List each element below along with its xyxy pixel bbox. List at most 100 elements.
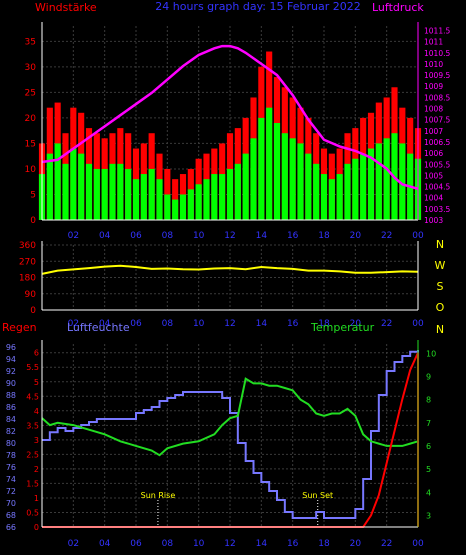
pressure-y-tick: 1008 bbox=[424, 105, 443, 114]
wind-mean-bar bbox=[101, 168, 108, 220]
sun-marker-label: Sun Set bbox=[302, 491, 333, 500]
wind-mean-bar bbox=[367, 148, 375, 220]
x-tick-label: 12 bbox=[224, 539, 235, 549]
wind-mean-bar bbox=[336, 174, 343, 220]
wind-mean-bar bbox=[211, 174, 218, 220]
x-tick-label: 16 bbox=[287, 539, 299, 549]
humidity-y-tick: 96 bbox=[6, 343, 16, 352]
wind-mean-bar bbox=[344, 163, 351, 220]
pressure-y-tick: 1010.5 bbox=[424, 49, 450, 58]
wind-mean-bar bbox=[117, 163, 124, 220]
x-tick-label: 18 bbox=[318, 539, 330, 549]
rain-y-tick: 5.5 bbox=[26, 363, 39, 372]
pressure-y-tick: 1009.5 bbox=[424, 71, 450, 80]
pressure-y-tick: 1010 bbox=[424, 60, 443, 69]
wind-mean-bar bbox=[273, 123, 281, 220]
sun-marker-label: Sun Rise bbox=[141, 491, 176, 500]
wind-pressure-chart: Windstärke 24 hours graph day: 15 Februa… bbox=[25, 0, 451, 241]
rain-y-tick: 4.5 bbox=[26, 392, 39, 401]
wind-mean-bar bbox=[234, 163, 241, 220]
pressure-line bbox=[41, 44, 419, 190]
x-tick-label: 22 bbox=[381, 231, 392, 241]
wind-mean-bar bbox=[305, 153, 312, 220]
x-tick-label: 08 bbox=[162, 539, 174, 549]
x-tick-label: 00 bbox=[412, 319, 424, 329]
rain-line bbox=[42, 352, 419, 528]
wind-mean-bar bbox=[297, 143, 304, 220]
humidity-y-tick: 66 bbox=[6, 523, 16, 532]
temperature-y-tick: 7 bbox=[426, 419, 431, 428]
humidity-y-tick: 82 bbox=[6, 427, 16, 436]
wind-mean-bar bbox=[360, 153, 367, 220]
wind-mean-bar bbox=[156, 179, 163, 220]
pressure-y-tick: 1005.5 bbox=[424, 160, 450, 169]
compass-label: W bbox=[435, 259, 446, 272]
x-tick-label: 00 bbox=[412, 539, 424, 549]
x-tick-label: 02 bbox=[68, 319, 79, 329]
rain-y-tick: 1.5 bbox=[26, 479, 39, 488]
rain-y-tick: 0 bbox=[34, 523, 39, 532]
wind-mean-bar bbox=[70, 148, 77, 220]
pressure-y-tick: 1006 bbox=[424, 149, 443, 158]
wind-y-tick: 35 bbox=[25, 37, 36, 47]
temperature-y-tick: 6 bbox=[426, 442, 431, 451]
humidity-y-tick: 88 bbox=[6, 391, 16, 400]
wind-mean-bar bbox=[399, 143, 406, 220]
x-tick-label: 10 bbox=[193, 539, 205, 549]
wind-mean-bar bbox=[46, 153, 53, 220]
wind-mean-bar bbox=[93, 168, 100, 220]
temperature-axis-title: Temperatur bbox=[310, 321, 375, 334]
compass-label: S bbox=[437, 280, 444, 293]
rain-y-tick: 6 bbox=[34, 349, 39, 358]
pressure-y-tick: 1009 bbox=[424, 82, 443, 91]
x-tick-label: 10 bbox=[193, 231, 205, 241]
wind-y-tick: 10 bbox=[25, 165, 37, 175]
humidity-axis-title: Luftfeuchte bbox=[67, 321, 130, 334]
pressure-y-tick: 1003.5 bbox=[424, 205, 450, 214]
humidity-y-tick: 94 bbox=[6, 355, 16, 364]
wind-chart-title: 24 hours graph day: 15 Februar 2022 bbox=[155, 0, 360, 13]
wind-mean-bar bbox=[125, 168, 132, 220]
x-tick-label: 22 bbox=[381, 539, 392, 549]
temperature-y-tick: 10 bbox=[426, 349, 436, 358]
rain-y-tick: 0.5 bbox=[26, 508, 39, 517]
x-tick-label: 18 bbox=[318, 319, 330, 329]
wind-y-tick: 0 bbox=[30, 216, 36, 226]
wind-mean-bar bbox=[352, 158, 359, 220]
pressure-y-tick: 1005 bbox=[424, 171, 443, 180]
wind-mean-bar bbox=[140, 174, 147, 220]
x-tick-label: 04 bbox=[99, 231, 111, 241]
humidity-y-tick: 84 bbox=[6, 415, 16, 424]
wind-mean-bar bbox=[195, 184, 202, 220]
temperature-line bbox=[41, 377, 419, 457]
wind-mean-bar bbox=[203, 179, 210, 220]
humidity-y-tick: 80 bbox=[6, 439, 16, 448]
wind-mean-bar bbox=[164, 194, 171, 220]
x-tick-label: 02 bbox=[68, 539, 79, 549]
x-tick-label: 20 bbox=[350, 319, 362, 329]
x-tick-label: 12 bbox=[224, 319, 235, 329]
wind-mean-bar bbox=[383, 138, 390, 220]
rain-y-tick: 4 bbox=[34, 407, 39, 416]
rain-axis-title: Regen bbox=[2, 321, 37, 334]
direction-y-tick: 360 bbox=[19, 241, 36, 251]
x-tick-label: 02 bbox=[68, 231, 79, 241]
temperature-y-tick: 5 bbox=[426, 465, 431, 474]
humidity-y-tick: 72 bbox=[6, 487, 16, 496]
direction-y-tick: 270 bbox=[19, 257, 36, 267]
pressure-y-tick: 1007 bbox=[424, 127, 443, 136]
wind-mean-bar bbox=[250, 138, 257, 220]
x-tick-label: 10 bbox=[193, 319, 205, 329]
x-tick-label: 06 bbox=[130, 319, 142, 329]
x-tick-label: 20 bbox=[350, 231, 362, 241]
wind-mean-bar bbox=[172, 199, 179, 220]
x-tick-label: 12 bbox=[224, 231, 235, 241]
wind-mean-bar bbox=[148, 168, 155, 220]
compass-label: N bbox=[436, 238, 444, 251]
rain-humidity-temperature-chart: Regen Luftfeuchte Temperatur Sun Rise Sun… bbox=[2, 321, 436, 549]
wind-mean-bar bbox=[281, 133, 288, 220]
x-tick-label: 04 bbox=[99, 319, 111, 329]
rain-y-tick: 2.5 bbox=[26, 450, 39, 459]
humidity-y-tick: 78 bbox=[6, 451, 16, 460]
x-tick-label: 00 bbox=[412, 231, 424, 241]
